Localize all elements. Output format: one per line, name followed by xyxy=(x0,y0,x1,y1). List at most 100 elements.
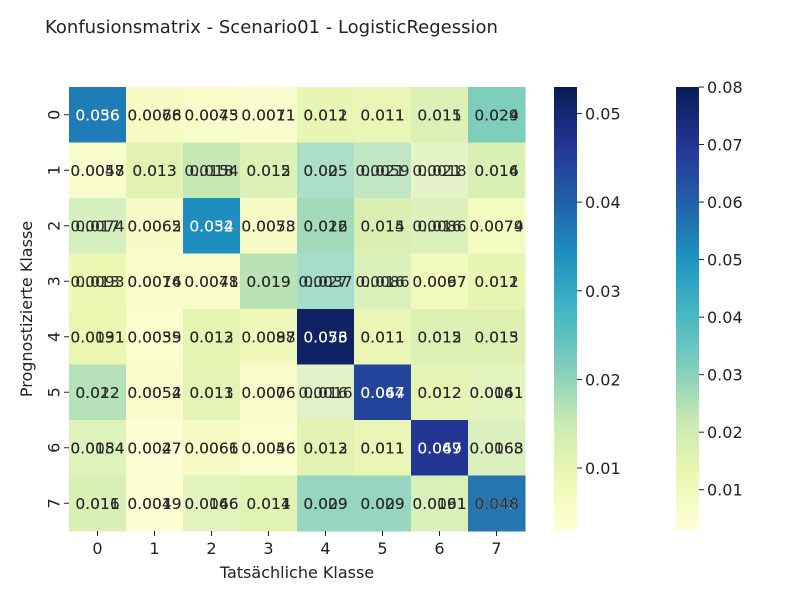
cell-value-label: 0.0086 xyxy=(355,273,409,291)
colorbar-gradient-slice xyxy=(554,478,577,483)
cell-value-label: 0.012 xyxy=(417,384,461,402)
heatmap-cell xyxy=(297,253,355,310)
cell-value-label: 0.012 xyxy=(303,217,347,235)
x-tick-label: 1 xyxy=(149,539,159,558)
colorbar-gradient-slice xyxy=(676,426,699,431)
colorbar-gradient-slice xyxy=(554,415,577,420)
heatmap-cell xyxy=(411,309,469,365)
colorbar-tick-label: 0.08 xyxy=(707,78,743,97)
colorbar-gradient-slice xyxy=(554,459,577,465)
y-tick-label: 3 xyxy=(45,276,64,286)
x-tick-label: 4 xyxy=(320,539,330,558)
cell-value-label: 0.056 xyxy=(75,106,119,124)
colorbar-gradient-slice xyxy=(554,216,577,221)
colorbar-tick-label: 0.07 xyxy=(707,136,743,155)
heatmap-cell xyxy=(126,364,184,421)
cell-value-label: 0.0091 xyxy=(70,328,124,346)
colorbar-gradient-slice xyxy=(554,338,577,343)
cell-value-label: 0.043 xyxy=(474,495,518,513)
colorbar-gradient-slice xyxy=(676,271,699,276)
heatmap-cell xyxy=(126,87,184,143)
cell-value-label: 0.067 xyxy=(360,384,404,402)
colorbar-gradient-slice xyxy=(554,127,577,132)
colorbar-gradient-slice xyxy=(554,230,577,236)
colorbar-gradient-slice xyxy=(554,186,577,191)
colorbar-gradient-slice xyxy=(676,153,699,158)
colorbar-gradient-slice xyxy=(676,94,699,99)
colorbar-gradient-slice xyxy=(554,308,577,313)
colorbar-gradient-slice xyxy=(554,411,577,417)
x-tick-label: 2 xyxy=(206,539,216,558)
colorbar-gradient-slice xyxy=(676,242,699,247)
cell-value-label: 0.011 xyxy=(417,106,461,124)
cell-value-label: 0.0074 xyxy=(127,273,181,291)
cell-value-label: 0.044 xyxy=(360,384,404,402)
cell-value-label: 0.015 xyxy=(360,217,404,235)
x-tick-label: 6 xyxy=(434,539,444,558)
colorbar-gradient-slice xyxy=(554,397,577,402)
colorbar-gradient-slice xyxy=(554,507,577,513)
colorbar-gradient-slice xyxy=(554,271,577,276)
heatmap-cell xyxy=(297,87,355,143)
colorbar-gradient-slice xyxy=(676,411,699,417)
heatmap-cell xyxy=(240,309,298,365)
colorbar-gradient-slice xyxy=(676,441,699,446)
cell-value-label: 0.016 xyxy=(360,273,404,291)
colorbar-gradient-slice xyxy=(554,378,577,383)
colorbar-gradient-slice xyxy=(554,319,577,324)
heatmap-cell xyxy=(126,420,184,476)
colorbar-gradient-slice xyxy=(676,131,699,136)
y-axis-ticks: 0 1 2 3 4 5 6 7 xyxy=(45,110,69,508)
x-axis-ticks: 0 1 2 3 4 5 6 7 xyxy=(92,531,502,558)
colorbar-gradient-slice xyxy=(676,434,699,439)
cell-value-label: 0.029 xyxy=(360,495,404,513)
colorbar-gradient-slice xyxy=(554,356,577,361)
colorbar-gradient-slice xyxy=(676,522,699,527)
colorbar-gradient-slice xyxy=(676,330,699,335)
y-tick-label: 2 xyxy=(45,221,64,231)
colorbar-gradient-slice xyxy=(554,123,577,129)
colorbar-gradient-slice xyxy=(676,437,699,442)
colorbar-gradient-slice xyxy=(676,264,699,269)
heatmap-cell xyxy=(240,420,298,476)
heatmap-cell xyxy=(126,198,184,254)
colorbar-gradient-slice xyxy=(554,134,577,140)
heatmap-cell xyxy=(297,364,355,421)
heatmap-cell xyxy=(354,87,412,143)
colorbar-gradient-slice xyxy=(554,345,577,350)
colorbar-gradient-slice xyxy=(676,304,699,310)
colorbar-gradient-slice xyxy=(676,363,699,369)
cell-value-label: 0.0086 xyxy=(412,217,466,235)
colorbar-gradient-slice xyxy=(676,230,699,236)
heatmap-cell xyxy=(411,142,469,199)
colorbar-tick-label: 0.02 xyxy=(707,423,743,442)
colorbar-gradient-slice xyxy=(554,245,577,251)
cell-value-label: 0.0154 xyxy=(184,162,238,180)
colorbar-gradient-slice xyxy=(554,153,577,158)
colorbar-gradient-slice xyxy=(554,367,577,372)
cell-value-label: 0.0066 xyxy=(184,439,238,457)
heatmap-cell xyxy=(183,309,241,365)
colorbar-gradient-slice xyxy=(676,371,699,376)
colorbar-gradient-slice xyxy=(676,138,699,143)
colorbar-gradient-slice xyxy=(554,400,577,406)
heatmap-cell xyxy=(69,253,127,310)
colorbar-gradient-slice xyxy=(554,275,577,280)
x-tick-label: 0 xyxy=(92,539,102,558)
colorbar-gradient-slice xyxy=(554,278,577,284)
cell-value-label: 0.0059 xyxy=(355,162,409,180)
colorbar-gradient-slice xyxy=(554,496,577,502)
colorbar-gradient-slice xyxy=(554,116,577,121)
cell-value-label: 0.016 xyxy=(474,162,518,180)
y-tick-label: 1 xyxy=(45,165,64,175)
colorbar-tick-label: 0.04 xyxy=(585,193,621,212)
colorbar-gradient-slice xyxy=(676,356,699,361)
heatmap-cell xyxy=(468,364,526,421)
colorbar-gradient-slice xyxy=(554,212,577,217)
cell-value-label: 0.0076 xyxy=(241,384,295,402)
colorbar-gradient-slice xyxy=(676,393,699,398)
colorbar-gradient-slice xyxy=(554,260,577,265)
colorbar-tick-label: 0.01 xyxy=(585,459,621,478)
colorbar-gradient-slice xyxy=(554,330,577,335)
cell-value-label: 0.019 xyxy=(246,273,290,291)
